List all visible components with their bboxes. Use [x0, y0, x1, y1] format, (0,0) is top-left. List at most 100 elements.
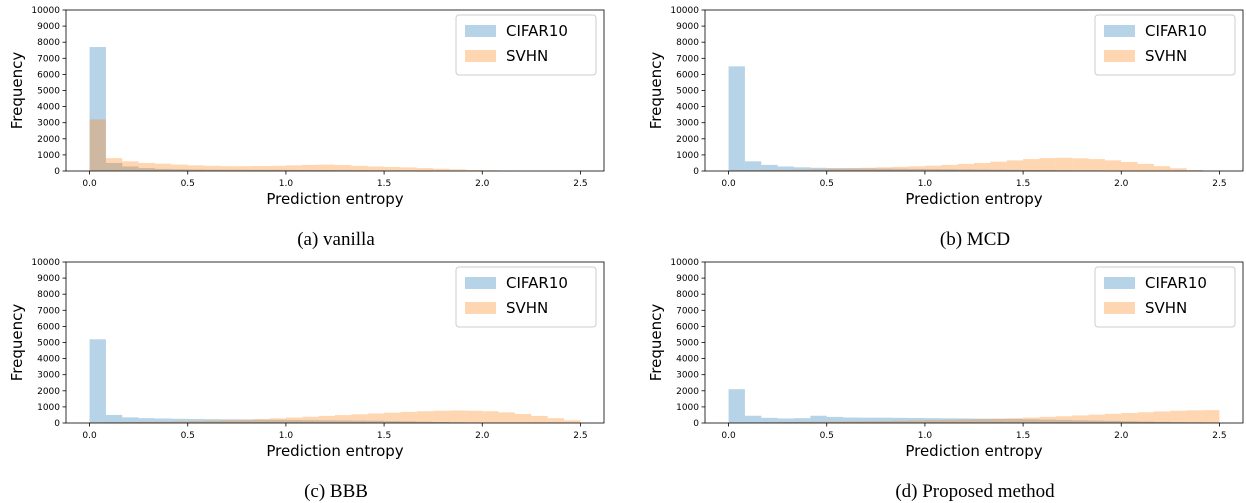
- legend: CIFAR10 SVHN: [1094, 14, 1236, 76]
- series-cifar10: [89, 339, 483, 423]
- histogram-bar: [204, 165, 221, 171]
- histogram-bar: [990, 169, 1007, 171]
- histogram-bar: [1072, 415, 1089, 423]
- histogram-bar: [1186, 170, 1204, 171]
- x-tick-label: 1.5: [377, 431, 391, 441]
- histogram-bar: [957, 419, 974, 423]
- histogram-bar: [351, 414, 368, 423]
- histogram-bar: [1153, 411, 1171, 423]
- panel-caption: (a) vanilla: [297, 229, 375, 250]
- histogram-bar: [826, 416, 844, 423]
- y-tick-label: 0: [54, 419, 60, 429]
- histogram-bar: [204, 419, 221, 423]
- legend-box: [1094, 14, 1236, 76]
- y-tick-label: 1000: [37, 403, 60, 413]
- histogram-bar: [1104, 160, 1122, 171]
- y-tick-label: 3000: [676, 371, 699, 381]
- y-tick-label: 7000: [676, 306, 699, 316]
- histogram-bar: [843, 168, 860, 171]
- histogram-bar: [1039, 170, 1056, 171]
- histogram-bar: [1121, 421, 1138, 423]
- histogram-bar: [924, 418, 942, 423]
- histogram-bar: [810, 415, 827, 423]
- histogram-bar: [253, 169, 270, 171]
- histogram-bar: [728, 389, 745, 423]
- histogram-bar: [318, 420, 335, 423]
- x-axis-label: Prediction entropy: [266, 442, 403, 460]
- histogram-bar: [794, 167, 811, 171]
- y-tick-label: 8000: [37, 38, 60, 48]
- y-tick-label: 9000: [37, 274, 60, 284]
- y-tick-label: 5000: [37, 339, 60, 349]
- histogram-bar: [1088, 414, 1105, 423]
- legend-box: [455, 266, 597, 328]
- x-tick-label: 0.5: [820, 179, 834, 189]
- histogram-bar: [1023, 419, 1040, 423]
- histogram-bar: [285, 419, 303, 423]
- legend-swatch: [465, 277, 496, 289]
- histogram-bar: [1055, 416, 1073, 423]
- y-tick-label: 10000: [31, 258, 60, 268]
- legend: CIFAR10 SVHN: [1094, 266, 1236, 328]
- histogram-bar: [941, 169, 958, 171]
- histogram-bar: [1039, 416, 1056, 423]
- histogram-bar: [482, 411, 499, 423]
- y-tick-label: 2000: [37, 387, 60, 397]
- histogram-bar: [744, 161, 762, 171]
- histogram-bar: [843, 168, 860, 171]
- x-tick-label: 2.5: [573, 179, 587, 189]
- histogram-bar: [1039, 419, 1056, 423]
- x-tick-label: 2.0: [1114, 431, 1129, 441]
- series-svhn: [728, 157, 1204, 171]
- series-cifar10: [728, 389, 1220, 423]
- histogram-bar: [908, 420, 925, 423]
- histogram-bar: [728, 66, 745, 171]
- legend-entry: SVHN: [506, 47, 548, 65]
- histogram-bar: [810, 167, 827, 171]
- histogram-bar: [973, 169, 991, 171]
- y-tick-label: 8000: [676, 38, 699, 48]
- y-tick-label: 10000: [670, 258, 699, 268]
- histogram-bar: [285, 165, 303, 171]
- y-tick-label: 4000: [37, 103, 60, 113]
- y-tick-label: 9000: [676, 274, 699, 284]
- histogram-bar: [122, 166, 139, 171]
- histogram-bar: [236, 169, 254, 171]
- x-tick-label: 2.5: [573, 431, 587, 441]
- histogram-bar: [89, 119, 106, 171]
- histogram-bar: [400, 421, 417, 423]
- histogram-bar: [941, 164, 958, 171]
- y-tick-label: 5000: [676, 339, 699, 349]
- histogram-bar: [318, 415, 335, 423]
- histogram-bar: [957, 169, 974, 171]
- histogram-bar: [761, 417, 778, 423]
- legend-entry: CIFAR10: [506, 22, 568, 40]
- histogram-bar: [105, 422, 123, 423]
- histogram-bar: [826, 168, 844, 171]
- histogram-bar: [334, 170, 352, 171]
- histogram-bar: [794, 421, 811, 423]
- histogram-bar: [302, 416, 319, 423]
- y-tick-label: 0: [693, 167, 699, 177]
- histogram-bar: [449, 410, 466, 423]
- histogram-bar: [514, 413, 532, 423]
- histogram-bar: [1137, 163, 1154, 171]
- histogram-bar: [1104, 420, 1122, 423]
- histogram-bar: [351, 165, 368, 171]
- histogram-bar: [973, 162, 991, 171]
- histogram-bar: [892, 166, 909, 171]
- histogram-bar: [941, 418, 958, 423]
- histogram-bar: [105, 158, 123, 171]
- y-tick-label: 9000: [37, 22, 60, 32]
- legend: CIFAR10 SVHN: [455, 266, 597, 328]
- x-tick-label: 1.0: [918, 179, 933, 189]
- histogram-bar: [908, 166, 925, 171]
- histogram-bar: [810, 421, 827, 423]
- panel-caption: (c) BBB: [304, 481, 368, 502]
- y-tick-label: 0: [54, 167, 60, 177]
- histogram-bar: [416, 411, 434, 423]
- histogram-bar: [1170, 422, 1187, 423]
- histogram-bar: [89, 47, 106, 171]
- histogram-bar: [433, 422, 450, 423]
